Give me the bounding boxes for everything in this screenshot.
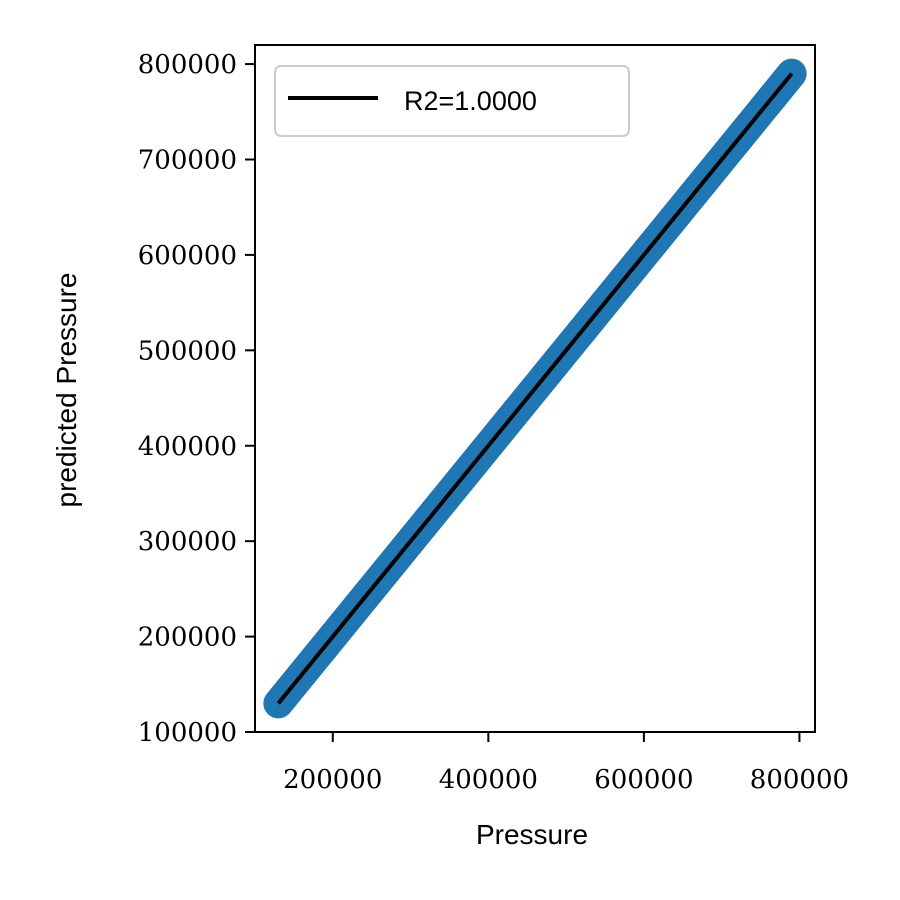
fit-line-series	[276, 72, 794, 705]
y-tick-label: 600000	[138, 241, 237, 271]
legend-box	[274, 65, 630, 137]
y-axis-label: predicted Pressure	[51, 272, 82, 507]
legend-entry: R2=1.0000	[404, 86, 537, 116]
y-tick-label: 300000	[138, 527, 237, 557]
y-tick-label: 200000	[138, 623, 237, 653]
x-axis: 200000 400000 600000 800000	[283, 732, 849, 795]
y-tick-label: 500000	[138, 336, 237, 366]
y-tick-label: 400000	[138, 432, 237, 462]
y-tick-label: 800000	[138, 50, 237, 80]
fit-line	[276, 72, 794, 705]
x-tick-label: 200000	[283, 765, 382, 795]
y-tick-label: 700000	[138, 146, 237, 176]
y-axis: 100000 200000 300000 400000 500000 600000 7000…	[138, 50, 255, 748]
x-axis-label: Pressure	[476, 819, 588, 850]
x-tick-label: 400000	[439, 765, 538, 795]
y-tick-label: 100000	[138, 718, 237, 748]
x-tick-label: 600000	[594, 765, 693, 795]
legend: R2=1.0000	[274, 65, 630, 137]
x-tick-label: 800000	[750, 765, 849, 795]
